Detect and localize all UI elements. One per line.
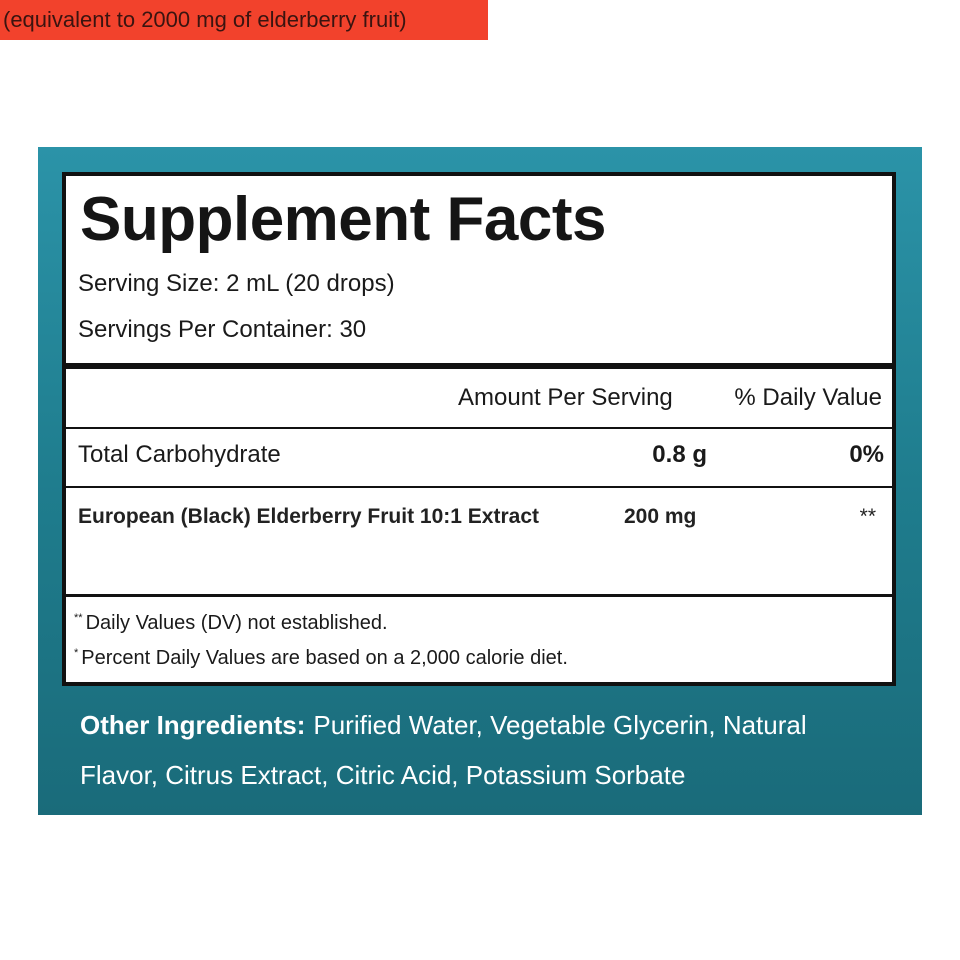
rule — [62, 486, 896, 488]
rule — [62, 427, 896, 429]
highlight: (equivalent to 2000 mg of elderberry fru… — [0, 0, 488, 40]
nutrient-name: Total Carbohydrate — [78, 441, 281, 468]
highlight-note: (equivalent to 2000 mg of elderberry fru… — [3, 7, 407, 32]
facts-box — [62, 172, 896, 686]
footnote: * Percent Daily Values are based on a 2,0… — [74, 647, 568, 670]
amount: 200 mg — [624, 505, 697, 528]
title: Supplement Facts — [80, 185, 607, 254]
column-header: Amount Per Serving — [458, 384, 673, 411]
column-header: % Daily Value — [734, 384, 882, 411]
other-ingredients-text: Purified Water, Vegetable Glycerin, Natu… — [80, 710, 807, 790]
footnote: ** Daily Values (DV) not established. — [74, 612, 388, 635]
daily-value: 0% — [849, 441, 884, 468]
footnote-mark: ** — [74, 612, 83, 625]
footnote-mark: * — [74, 647, 79, 660]
rule — [62, 594, 896, 597]
serving-size: Serving Size: 2 mL (20 drops) — [78, 270, 395, 297]
footnote-text: Percent Daily Values are based on a 2,00… — [81, 647, 568, 669]
footnote-text: Daily Values (DV) not established. — [85, 612, 388, 634]
amount: 0.8 g — [652, 441, 707, 468]
other-ingredients: Other Ingredients: Purified Water, Vegeta… — [80, 700, 880, 800]
nutrient-name: European (Black) Elderberry Fruit 10:1 E… — [78, 505, 539, 528]
thick-rule — [62, 363, 896, 369]
servings-per-container: Servings Per Container: 30 — [78, 316, 367, 343]
daily-value: ** — [859, 505, 876, 528]
other-ingredients-label: Other Ingredients: — [80, 710, 306, 740]
